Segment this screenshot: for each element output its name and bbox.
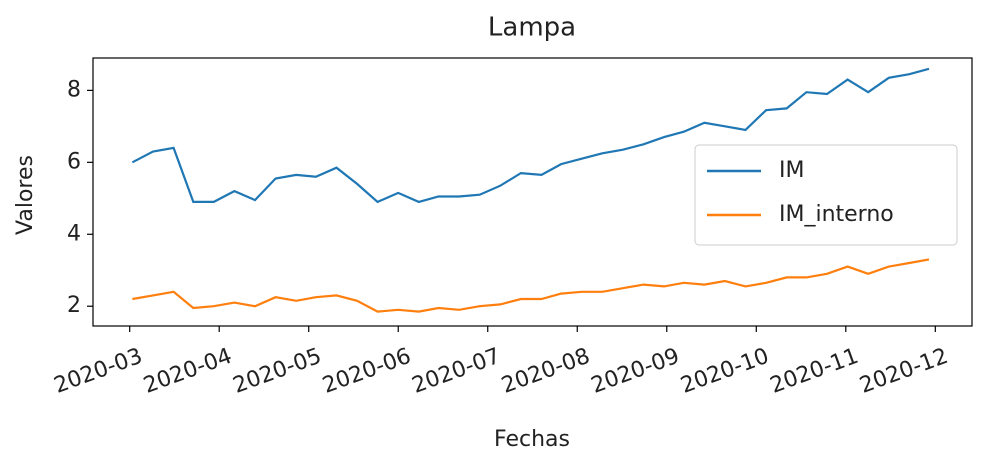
legend-label: IM xyxy=(779,158,804,183)
line-series xyxy=(131,67,930,204)
legend-box xyxy=(694,144,958,246)
y-tick-label: 2 xyxy=(67,293,81,318)
x-tick-label: 2020-05 xyxy=(230,344,325,399)
x-tick-label: 2020-12 xyxy=(856,344,951,399)
x-tick-label: 2020-11 xyxy=(767,344,862,399)
y-tick-label: 6 xyxy=(67,149,81,174)
y-axis-label: Valores xyxy=(13,155,38,235)
y-tick-label: 4 xyxy=(67,221,81,246)
legend-label: IM_interno xyxy=(779,202,894,227)
line-series xyxy=(132,258,930,313)
x-tick-label: 2020-07 xyxy=(409,344,504,399)
x-tick-label: 2020-10 xyxy=(677,344,772,399)
chart-title: Lampa xyxy=(488,13,576,43)
y-tick-label: 8 xyxy=(67,77,81,102)
x-tick-label: 2020-03 xyxy=(51,344,146,399)
plot-frame xyxy=(92,57,973,327)
x-axis-label: Fechas xyxy=(494,427,570,452)
x-tick-label: 2020-04 xyxy=(140,344,235,399)
x-tick-label: 2020-08 xyxy=(498,344,593,399)
x-tick-label: 2020-06 xyxy=(319,344,414,399)
x-tick-label: 2020-09 xyxy=(588,344,683,399)
